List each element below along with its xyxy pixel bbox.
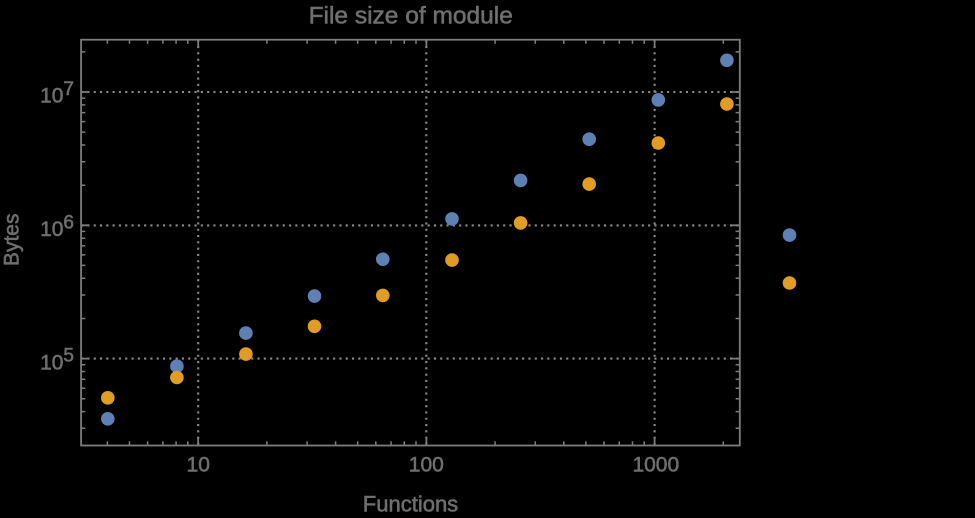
svg-text:100: 100	[409, 454, 444, 477]
svg-text:1000: 1000	[632, 454, 679, 477]
svg-text:Functions: Functions	[363, 492, 458, 514]
svg-text:10: 10	[187, 454, 210, 477]
svg-text:Bytes: Bytes	[1, 214, 24, 267]
svg-text:File size of module: File size of module	[309, 3, 513, 30]
svg-text:105: 105	[40, 346, 74, 375]
